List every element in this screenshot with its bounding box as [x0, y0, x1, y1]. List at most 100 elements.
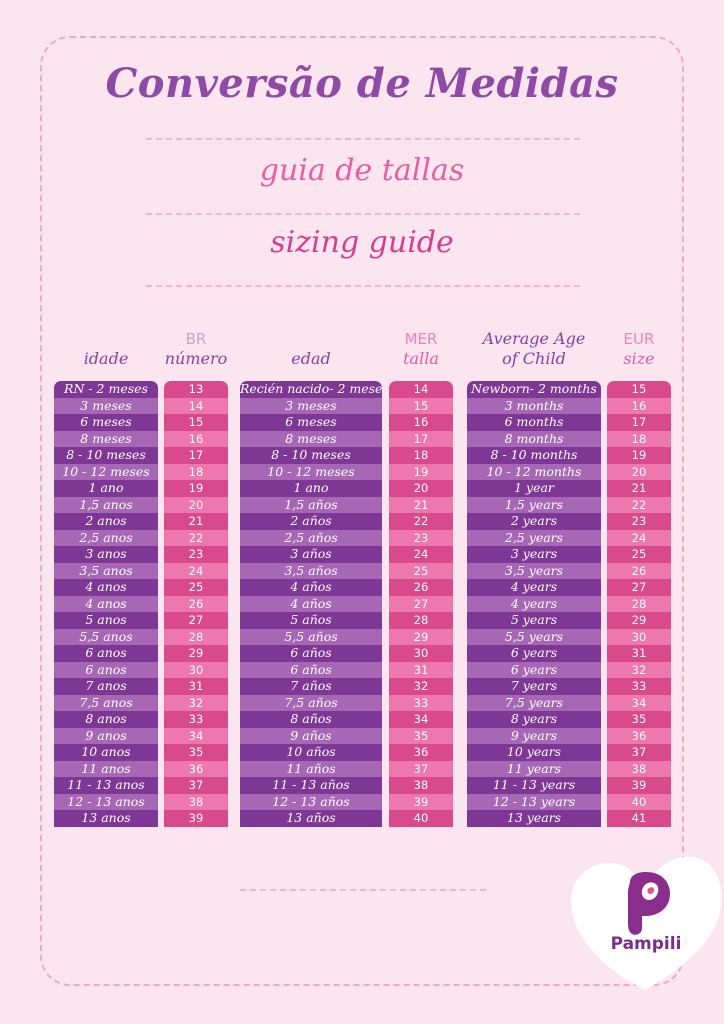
table-cell: 40 [389, 810, 453, 827]
table-cell: 21 [607, 480, 671, 497]
divider [146, 213, 580, 215]
table-cell: 3 anos [54, 546, 158, 563]
table-cell: 6 years [467, 661, 601, 678]
table-cell: 13 anos [54, 810, 158, 827]
header-br-bottom: número [164, 349, 228, 368]
table-cell: 13 años [240, 810, 382, 827]
table-cell: 32 [607, 661, 671, 678]
table-cell: 11 years [467, 760, 601, 777]
table-cell: 26 [164, 595, 228, 612]
table-cell: 4 years [467, 579, 601, 596]
table-cell: 1,5 years [467, 496, 601, 513]
table-cell: 13 years [467, 810, 601, 827]
table-cell: 36 [389, 744, 453, 761]
table-cell: 2,5 anos [54, 529, 158, 546]
table-cell: 1,5 anos [54, 496, 158, 513]
table-cell: 3 months [467, 397, 601, 414]
header-eur-bottom: size [623, 349, 655, 368]
table-cell: 7 years [467, 678, 601, 695]
table-cell: 2,5 años [240, 529, 382, 546]
table-cell: 36 [607, 727, 671, 744]
header-br: BR número [160, 329, 232, 369]
table-cell: 29 [389, 628, 453, 645]
table-cell: 1 ano [54, 480, 158, 497]
table-cell: 15 [389, 397, 453, 414]
table-cell: Recién nacido- 2 meses [240, 381, 382, 398]
table-cell: 16 [389, 414, 453, 431]
heart-logo-icon [570, 856, 722, 990]
column-eur: 15 16 17 18 19 20 21 22 23 24 25 26 27 28 29 30 31 32 33 34… [607, 381, 671, 839]
table-cell: 4 anos [54, 595, 158, 612]
column-br: 13 14 15 16 17 18 19 20 21 22 23 24 25 26 27 28 29 30 31 32… [164, 381, 228, 839]
table-cell: 11 anos [54, 760, 158, 777]
table-cell: 25 [389, 562, 453, 579]
table-cell: 12 - 13 años [240, 793, 382, 810]
table-cell: 8 años [240, 711, 382, 728]
table-cell: 34 [607, 694, 671, 711]
table-cell: 37 [164, 777, 228, 794]
dashed-frame [40, 36, 684, 986]
table-cell: 12 - 13 years [467, 793, 601, 810]
table-cell: 29 [164, 645, 228, 662]
subtitle-english: sizing guide [270, 225, 454, 260]
table-cell: 34 [164, 727, 228, 744]
table-cell: 19 [164, 480, 228, 497]
table-cell: 1 ano [240, 480, 382, 497]
table-cell: 17 [389, 430, 453, 447]
table-cell: 2 years [467, 513, 601, 530]
table-cell: 3,5 años [240, 562, 382, 579]
table-cell: 22 [164, 529, 228, 546]
table-cell: 27 [607, 579, 671, 596]
table-cell: 14 [164, 397, 228, 414]
table-cell: 13 [164, 381, 228, 398]
table-cell: 7,5 años [240, 694, 382, 711]
table-cell: 35 [389, 727, 453, 744]
table-cell: 16 [607, 397, 671, 414]
table-cell: 11 - 13 anos [54, 777, 158, 794]
table-cell: 41 [607, 810, 671, 827]
table-cell: 2,5 years [467, 529, 601, 546]
table-cell: 39 [389, 793, 453, 810]
table-cell: 28 [164, 628, 228, 645]
table-cell: 33 [389, 694, 453, 711]
table-cell: 12 - 13 anos [54, 793, 158, 810]
divider [240, 889, 486, 891]
table-cell: 24 [164, 562, 228, 579]
header-idade: idade [54, 349, 158, 369]
table-cell: 20 [164, 496, 228, 513]
table-cell: 28 [389, 612, 453, 629]
divider [146, 285, 580, 287]
table-cell: 35 [607, 711, 671, 728]
table-cell: 6 meses [240, 414, 382, 431]
brand-name: Pampili [610, 934, 682, 954]
table-cell: 23 [164, 546, 228, 563]
table-cell: 3 meses [240, 397, 382, 414]
table-cell: 4 años [240, 595, 382, 612]
table-cell: 26 [389, 579, 453, 596]
table-cell: 7 años [240, 678, 382, 695]
column-average-age: Newborn- 2 months 3 months 6 months 8 month… [467, 381, 601, 839]
table-cell: 3 meses [54, 397, 158, 414]
table-cell: 18 [164, 463, 228, 480]
table-cell: 2 anos [54, 513, 158, 530]
table-cell: 6 months [467, 414, 601, 431]
table-cell: 36 [164, 760, 228, 777]
table-cell: 6 años [240, 661, 382, 678]
table-cell: 38 [389, 777, 453, 794]
column-mer: 14 15 16 17 18 19 20 21 22 23 24 25 26 27 28 29 30 31 32 33… [389, 381, 453, 839]
table-cell: 30 [607, 628, 671, 645]
table-cell: 3 years [467, 546, 601, 563]
table-cell: 39 [164, 810, 228, 827]
table-cell: 18 [389, 447, 453, 464]
header-mer-top: MER [404, 330, 438, 348]
table-cell: 29 [607, 612, 671, 629]
table-cell: 20 [389, 480, 453, 497]
table-cell: 10 - 12 meses [240, 463, 382, 480]
header-br-top: BR [185, 330, 207, 348]
table-cell: 5,5 años [240, 628, 382, 645]
table-cell: 10 - 12 meses [54, 463, 158, 480]
table-cell: 5,5 years [467, 628, 601, 645]
table-cell: 3 años [240, 546, 382, 563]
table-cell: 8 - 10 meses [240, 447, 382, 464]
table-cell: 35 [164, 744, 228, 761]
